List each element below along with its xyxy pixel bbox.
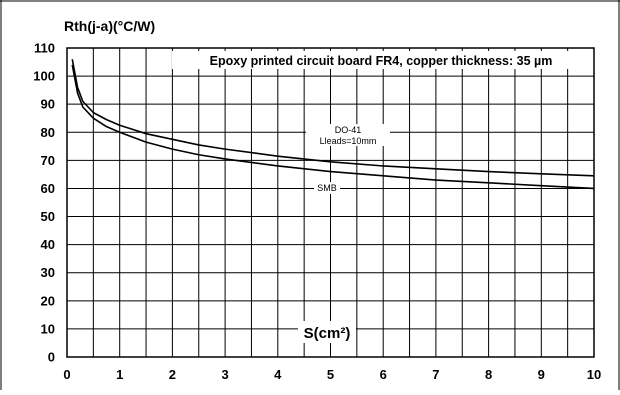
x-tick-label: 1 — [116, 367, 123, 382]
y-tick-label: 100 — [33, 69, 55, 84]
x-tick-label: 3 — [221, 367, 228, 382]
series-label-smb: SMB — [317, 183, 337, 193]
x-axis-label-box — [298, 321, 356, 343]
series-label-do41-leads: Lleads=10mm — [320, 136, 377, 146]
y-tick-label: 70 — [41, 153, 55, 168]
grid — [66, 47, 595, 358]
x-tick-label: 6 — [380, 367, 387, 382]
plot-border — [66, 47, 595, 358]
x-tick-label: 2 — [169, 367, 176, 382]
x-tick-label: 0 — [63, 367, 70, 382]
y-tick-label: 20 — [41, 293, 55, 308]
x-tick-labels: 0 1 2 3 4 5 6 7 8 9 10 — [63, 367, 601, 382]
x-tick-label: 10 — [587, 367, 601, 382]
series-line-smb — [71, 64, 595, 190]
y-tick-labels: 0 10 20 30 40 50 60 70 80 90 100 110 — [33, 41, 55, 365]
y-axis-label: Rth(j-a)(°C/W) — [64, 18, 155, 34]
smb-label-box — [314, 182, 340, 194]
x-tick-label: 4 — [274, 367, 282, 382]
y-tick-label: 80 — [41, 125, 55, 140]
y-tick-label: 30 — [41, 265, 55, 280]
subtitle-box — [172, 51, 590, 69]
y-tick-label: 110 — [34, 41, 55, 56]
y-tick-label: 50 — [41, 209, 55, 224]
series-lines — [71, 59, 595, 190]
y-tick-label: 90 — [41, 97, 55, 112]
x-axis-label: S(cm²) — [304, 325, 351, 342]
y-tick-label: 60 — [41, 181, 55, 196]
do41-label-box — [306, 124, 390, 146]
x-tick-label: 5 — [327, 367, 334, 382]
series-line-do-41 — [71, 59, 595, 177]
x-tick-label: 8 — [485, 367, 492, 382]
y-tick-label: 0 — [48, 350, 55, 365]
x-tick-label: 7 — [432, 367, 439, 382]
chart-subtitle: Epoxy printed circuit board FR4, copper … — [210, 54, 553, 68]
series-label-do41: DO-41 — [335, 125, 362, 135]
y-tick-label: 10 — [41, 321, 55, 336]
x-tick-label: 9 — [538, 367, 545, 382]
y-tick-label: 40 — [41, 237, 55, 252]
